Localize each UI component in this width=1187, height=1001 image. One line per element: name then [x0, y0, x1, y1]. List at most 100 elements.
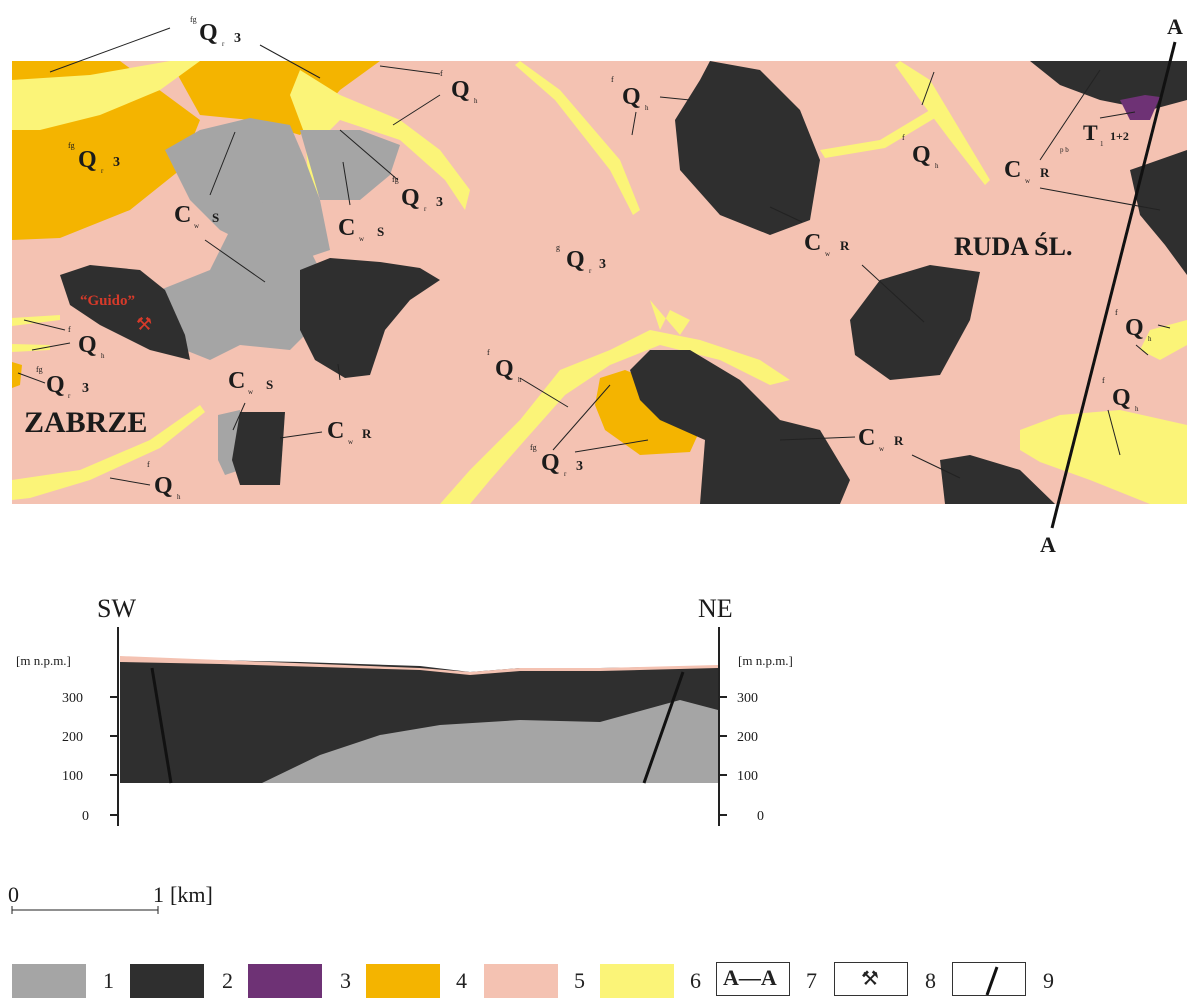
yellow-valley-top — [290, 70, 470, 210]
label-cwr-4: C — [858, 425, 875, 451]
label-num: 3 — [436, 195, 443, 210]
dark-cwr-guido — [60, 265, 190, 360]
label-prefix: fg — [68, 141, 75, 150]
label-sub: r — [101, 167, 104, 175]
scale-one: 1 — [153, 882, 164, 907]
label-r: R — [1040, 165, 1050, 180]
legend-num-2: 2 — [222, 968, 233, 993]
label-s: S — [377, 224, 384, 239]
dark-cwr-center-drop — [850, 265, 980, 380]
label-section-a-bottom: A — [1040, 532, 1056, 557]
legend-num-1: 1 — [103, 968, 114, 993]
label-qh-left1: Q — [78, 332, 97, 358]
label-qr3-mid: Q — [401, 185, 420, 211]
label-prefix: f — [902, 133, 905, 142]
dark-cwr-top-center — [675, 61, 820, 235]
yellow-valley-top2 — [515, 61, 640, 215]
label-prefix: fg — [36, 365, 43, 374]
label-zabrze: ZABRZE — [24, 406, 147, 439]
legend-swatch-6 — [600, 964, 674, 998]
label-qh-right-low: Q — [1112, 385, 1131, 411]
legend-swatch-2 — [130, 964, 204, 998]
yellow-valley-ne — [820, 110, 935, 158]
label-sub: w — [825, 250, 831, 258]
label-sub: r — [68, 392, 71, 400]
orange-area-small-left — [12, 362, 22, 388]
label-qh-right-mid: Q — [1125, 315, 1144, 341]
label-qh-bottom-left: Q — [154, 473, 173, 499]
label-prefix: fg — [392, 175, 399, 184]
yellow-center-arc — [440, 330, 790, 504]
dark-cwr-center-bottom — [630, 350, 850, 504]
tick-label: 300 — [62, 691, 83, 706]
label-num: 1+2 — [1110, 129, 1129, 143]
section-symbol: A—A — [723, 965, 777, 990]
legend-num-8: 8 — [925, 968, 936, 993]
legend-num-3: 3 — [340, 968, 351, 993]
map-labels: fg Q r 3 fg Q r 3 f Q h f Q h f Q h fg Q… — [24, 14, 1183, 557]
label-sub: w — [1025, 177, 1031, 185]
section-fault-right — [642, 671, 685, 784]
cross-section: SW NE [m n.p.m.] [m n.p.m.] 300 200 100 … — [16, 594, 793, 826]
label-sub: r — [424, 205, 427, 213]
yellow-left-streams — [12, 315, 60, 352]
label-sub: h — [1135, 405, 1139, 413]
mine-icon: ⚒ — [861, 968, 879, 990]
yellow-right-low — [1020, 410, 1187, 504]
yellow-right-edge — [1140, 320, 1187, 360]
dark-cwr-center-left — [300, 258, 440, 378]
label-cws-1: C — [174, 202, 191, 228]
label-num: 3 — [599, 257, 606, 272]
label-qr3-left2: Q — [46, 372, 65, 398]
label-r: R — [840, 238, 850, 253]
dark-cwr-right-edge — [1130, 150, 1187, 275]
legend-swatch-5 — [484, 964, 558, 998]
label-sub: h — [935, 162, 939, 170]
label-guido: “Guido” — [80, 293, 135, 309]
yellow-center-branch — [650, 300, 690, 335]
section-sw-label: SW — [97, 594, 136, 623]
legend-swatch-4 — [366, 964, 440, 998]
label-prefix: f — [1102, 376, 1105, 385]
legend-num-5: 5 — [574, 968, 585, 993]
label-prefix: f — [611, 75, 614, 84]
triassic-area — [1120, 95, 1160, 120]
label-qr3-bottom-mid: Q — [541, 450, 560, 476]
label-sub: w — [879, 445, 885, 453]
label-sub: h — [474, 97, 478, 105]
geological-map: fg Q r 3 fg Q r 3 f Q h f Q h f Q h fg Q… — [8, 14, 1187, 914]
label-s: S — [266, 377, 273, 392]
tick-label: 100 — [62, 769, 83, 784]
label-qh-upper-mid: Q — [622, 84, 641, 110]
label-sub: w — [359, 235, 365, 243]
mine-icon: ⚒ — [136, 314, 152, 334]
label-prefix: g — [556, 243, 560, 252]
label-t12: T — [1083, 120, 1098, 145]
label-sub: 1 — [1100, 140, 1104, 148]
legend-num-6: 6 — [690, 968, 701, 993]
label-qr3-left: Q — [78, 147, 97, 173]
legend-num-7: 7 — [806, 968, 817, 993]
label-sub: w — [248, 388, 254, 396]
gray-cws-center — [160, 200, 320, 360]
label-qh-mid-left: Q — [495, 356, 514, 382]
orange-area-center — [595, 370, 700, 455]
label-qr3-center: Q — [566, 247, 585, 273]
dark-cwr-bottom-right — [940, 455, 1055, 504]
legend: 1 2 3 4 5 6 A—A 7 ⚒ 8 9 — [0, 958, 1187, 998]
yellow-valley-right — [895, 61, 990, 185]
label-sub: h — [177, 493, 181, 501]
section-fault-left — [150, 667, 173, 784]
label-sub: h — [101, 352, 105, 360]
legend-fault-box — [952, 962, 1026, 996]
label-sub: w — [194, 222, 200, 230]
label-prefix: fg — [530, 443, 537, 452]
label-ruda: RUDA ŚL. — [954, 232, 1072, 261]
yellow-area-left-band — [12, 61, 200, 130]
label-prefix: f — [147, 460, 150, 469]
label-r: R — [362, 426, 372, 441]
label-sub: h — [518, 376, 522, 384]
label-prefix: f — [68, 325, 71, 334]
dark-cwr-small — [232, 412, 285, 485]
fault-line-icon — [985, 966, 999, 996]
